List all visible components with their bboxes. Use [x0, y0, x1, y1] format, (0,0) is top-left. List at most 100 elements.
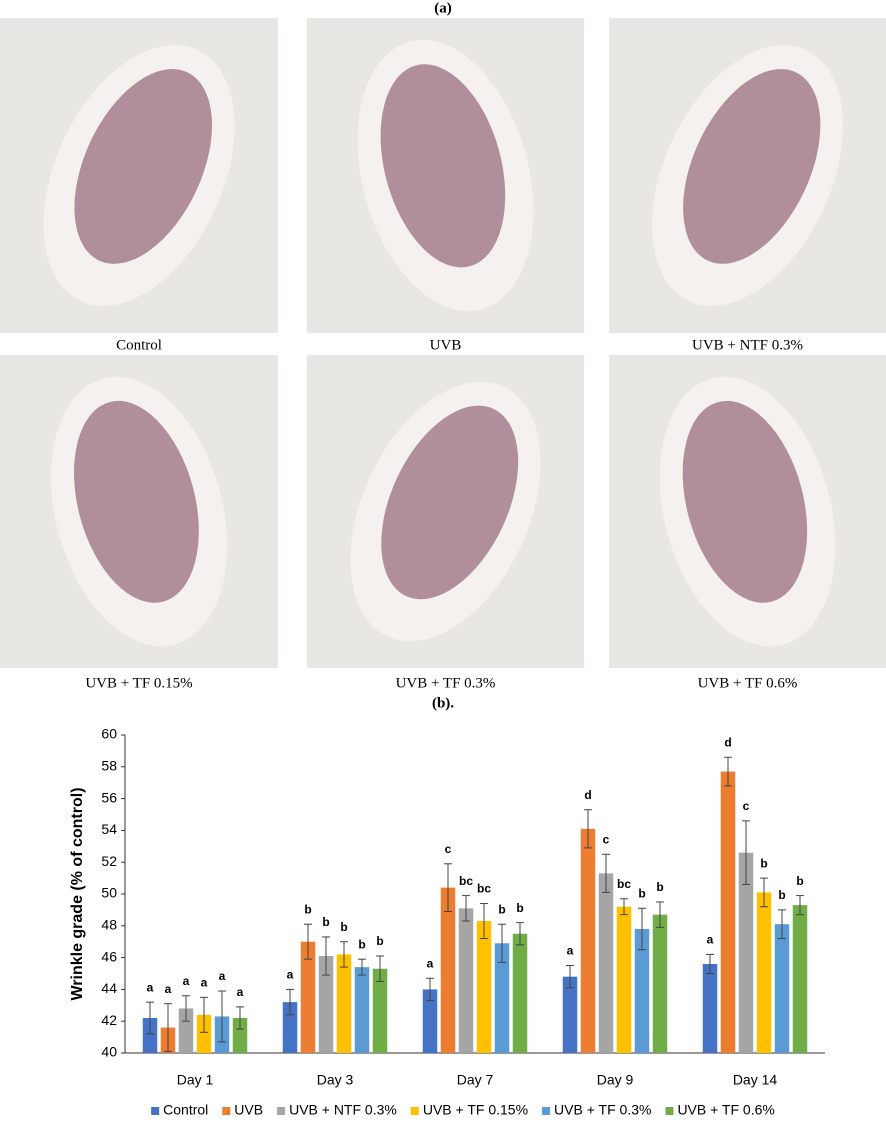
legend-swatch: [410, 1107, 419, 1115]
significance-letter: b: [516, 901, 523, 915]
significance-letter: b: [376, 934, 383, 948]
bar: [580, 828, 596, 1053]
error-bar: [322, 936, 330, 976]
photo-caption: UVB + TF 0.3%: [396, 675, 496, 691]
error-bar: [724, 756, 732, 787]
error-bar: [164, 1003, 172, 1052]
bar: [196, 1014, 212, 1053]
bar: [702, 963, 718, 1053]
y-tick-label: 48: [101, 917, 117, 933]
significance-letter: a: [237, 985, 244, 999]
bar: [178, 1008, 194, 1053]
mouse-skin: [74, 400, 199, 603]
bar: [232, 1018, 248, 1053]
significance-letter: b: [340, 920, 347, 934]
legend-swatch: [665, 1107, 674, 1115]
significance-letter: d: [724, 735, 731, 749]
error-bar: [182, 995, 190, 1022]
bar: [336, 954, 352, 1053]
y-tick-label: 56: [101, 789, 117, 805]
significance-letter: a: [427, 956, 434, 970]
significance-letter: a: [707, 933, 714, 947]
legend-swatch: [222, 1107, 231, 1115]
error-bar: [200, 996, 208, 1033]
significance-letter: b: [796, 874, 803, 888]
error-bar: [584, 809, 592, 849]
error-bar: [236, 1006, 244, 1030]
bar: [598, 873, 614, 1053]
bar: [372, 968, 388, 1053]
error-bar: [218, 990, 226, 1043]
y-tick-label: 40: [101, 1044, 117, 1060]
bar: [494, 943, 510, 1053]
bar: [300, 941, 316, 1053]
bar: [652, 914, 668, 1053]
error-bar: [358, 958, 366, 976]
significance-letter: b: [322, 915, 329, 929]
error-bar: [498, 923, 506, 963]
panel-label: (b).: [432, 695, 454, 711]
photo-caption: UVB: [430, 337, 462, 353]
x-tick-label: Day 7: [457, 1072, 494, 1088]
bar: [720, 771, 736, 1053]
y-axis-label: Wrinkle grade (% of control): [69, 787, 86, 1000]
mouse-skin: [74, 69, 212, 264]
significance-letter: a: [287, 968, 294, 982]
bar: [756, 892, 772, 1053]
error-bar: [796, 895, 804, 916]
error-bar: [706, 953, 714, 974]
legend-label: UVB + TF 0.6%: [677, 1102, 774, 1118]
mouse-skin: [683, 69, 821, 264]
error-bar: [286, 988, 294, 1016]
error-bar: [516, 922, 524, 946]
photo-caption: UVB + NTF 0.3%: [692, 337, 803, 353]
y-tick-label: 44: [101, 980, 117, 996]
significance-letter: b: [778, 888, 785, 902]
mouse-skin: [381, 405, 519, 600]
error-bar: [566, 965, 574, 989]
photo-caption: Control: [116, 337, 162, 353]
y-tick-label: 50: [101, 885, 117, 901]
legend-label: UVB + NTF 0.3%: [289, 1102, 397, 1118]
legend-swatch: [277, 1107, 286, 1115]
bar: [476, 921, 492, 1053]
error-bar: [462, 895, 470, 922]
legend-label: UVB + TF 0.3%: [554, 1102, 651, 1118]
x-tick-label: Day 14: [733, 1072, 778, 1088]
significance-letter: a: [567, 944, 574, 958]
panel-label: (a): [434, 0, 452, 16]
significance-letter: b: [358, 937, 365, 951]
bar: [774, 924, 790, 1053]
significance-letter: a: [183, 974, 190, 988]
photo-caption: UVB + TF 0.15%: [85, 675, 192, 691]
legend-swatch: [542, 1107, 551, 1115]
significance-letter: b: [656, 880, 663, 894]
legend-label: UVB: [234, 1102, 263, 1118]
significance-letter: b: [498, 902, 505, 916]
mouse-skin: [682, 400, 808, 603]
legend-swatch: [151, 1107, 160, 1115]
x-tick-label: Day 1: [177, 1072, 214, 1088]
significance-letter: a: [219, 969, 226, 983]
bar: [738, 852, 754, 1053]
bar: [616, 906, 632, 1053]
significance-letter: c: [743, 799, 750, 813]
significance-letter: bc: [617, 877, 631, 891]
error-bar: [778, 909, 786, 940]
significance-letter: a: [201, 976, 208, 990]
bar: [422, 989, 438, 1053]
error-bar: [760, 877, 768, 908]
error-bar: [426, 977, 434, 1002]
photo-caption: UVB + TF 0.6%: [698, 675, 798, 691]
significance-letter: a: [165, 982, 172, 996]
photo-grid: Control UVB UVB + NTF 0.3% UVB + TF 0.15% UV…: [0, 18, 886, 691]
error-bar: [656, 901, 664, 928]
bar: [634, 928, 650, 1053]
y-tick-label: 42: [101, 1012, 117, 1028]
y-tick-label: 58: [101, 758, 117, 774]
y-tick-label: 52: [101, 853, 117, 869]
bar: [142, 1018, 158, 1053]
error-bar: [376, 955, 384, 982]
bar: [512, 933, 528, 1053]
bar: [562, 976, 578, 1053]
